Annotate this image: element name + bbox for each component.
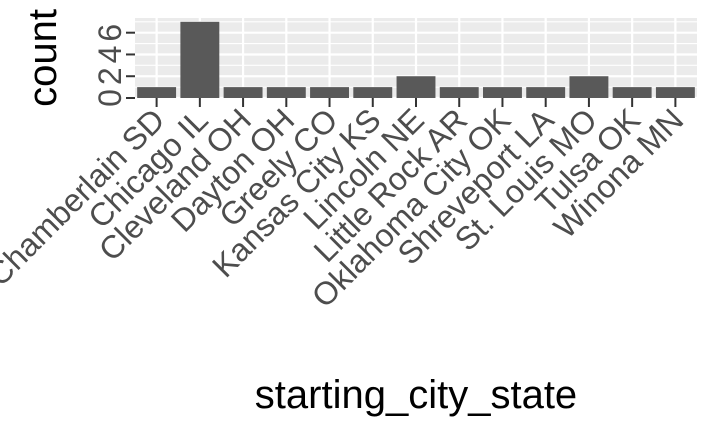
bar xyxy=(180,21,220,98)
bar xyxy=(223,87,263,98)
bar xyxy=(266,87,306,98)
bar xyxy=(310,87,349,98)
grid-lines xyxy=(135,18,697,100)
y-axis-title: count xyxy=(21,9,65,107)
y-tick-label: 4 xyxy=(92,46,128,64)
y-axis: 0 2 4 6 xyxy=(92,24,135,107)
bar xyxy=(483,87,522,98)
bar xyxy=(396,76,436,98)
y-tick-label: 6 xyxy=(92,24,128,42)
y-tick-label: 0 xyxy=(92,89,128,107)
bar xyxy=(569,76,609,98)
bar xyxy=(655,87,695,98)
bar xyxy=(353,87,393,98)
bar xyxy=(439,87,479,98)
bar xyxy=(526,87,566,98)
x-axis-title: starting_city_state xyxy=(255,373,577,417)
y-tick-label: 2 xyxy=(92,67,128,85)
bar xyxy=(612,87,652,98)
bars xyxy=(137,21,695,98)
bar xyxy=(137,87,177,98)
